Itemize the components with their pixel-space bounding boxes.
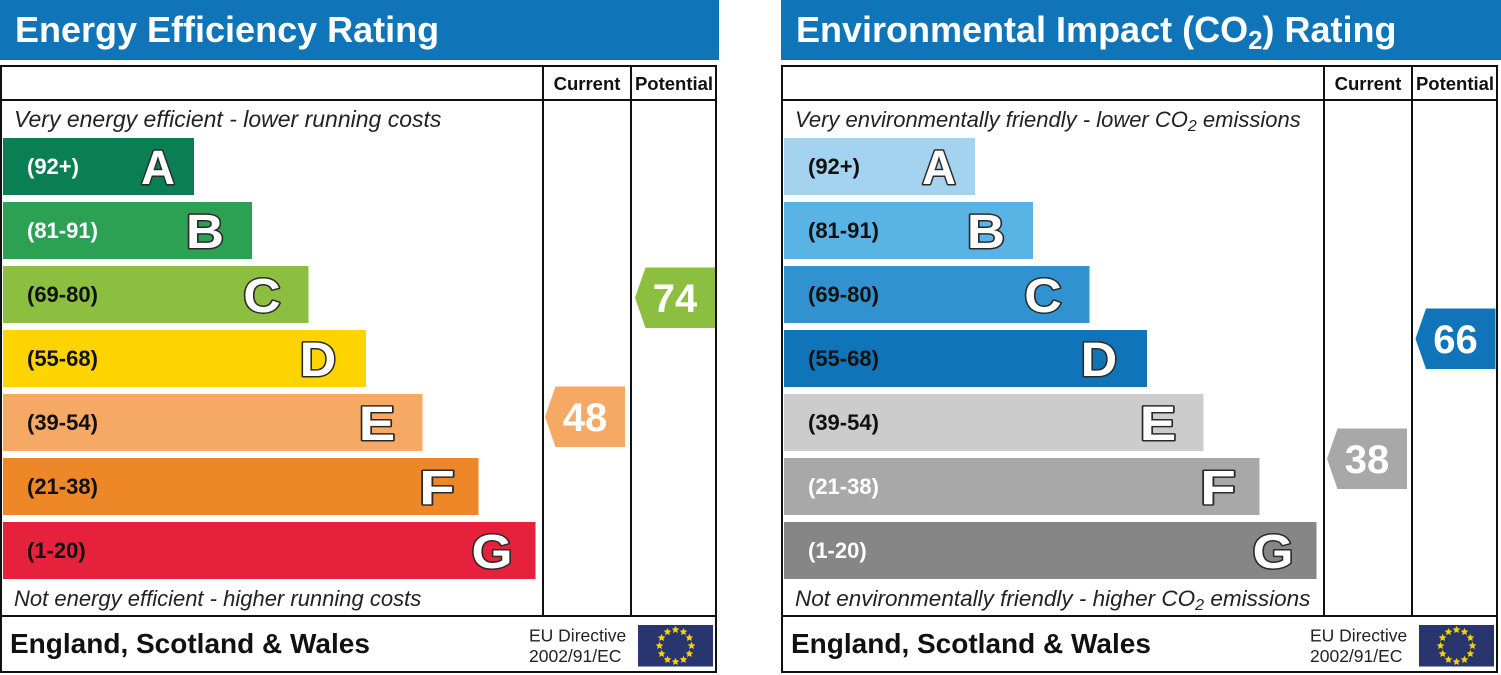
svg-text:(1-20): (1-20) [808,538,867,563]
svg-text:2002/91/EC: 2002/91/EC [1310,646,1402,666]
svg-text:B: B [186,204,224,258]
svg-text:C: C [243,269,280,323]
svg-text:(92+): (92+) [808,154,860,179]
svg-text:74: 74 [653,277,698,321]
svg-text:EU Directive: EU Directive [1310,626,1407,646]
svg-text:(81-91): (81-91) [27,218,98,243]
svg-text:(21-38): (21-38) [808,474,879,499]
svg-text:Not environmentally friendly -: Not environmentally friendly - higher CO… [795,586,1310,614]
svg-text:D: D [300,333,336,387]
svg-text:Current: Current [1335,73,1402,94]
svg-text:(39-54): (39-54) [27,410,98,435]
svg-text:E: E [359,396,395,450]
svg-text:Potential: Potential [635,73,713,94]
svg-text:Very energy efficient - lower: Very energy efficient - lower running co… [14,106,442,132]
svg-text:Very environmentally friendly: Very environmentally friendly - lower CO… [795,107,1301,135]
svg-text:48: 48 [563,396,608,440]
svg-text:F: F [1200,462,1236,515]
svg-text:(69-80): (69-80) [808,282,879,307]
svg-text:(55-68): (55-68) [808,346,879,371]
svg-text:A: A [922,142,956,196]
svg-text:(1-20): (1-20) [27,538,86,563]
svg-text:2002/91/EC: 2002/91/EC [529,646,621,666]
svg-text:E: E [1140,396,1176,450]
svg-text:(81-91): (81-91) [808,218,879,243]
svg-text:EU Directive: EU Directive [529,626,626,646]
svg-text:(39-54): (39-54) [808,410,879,435]
svg-text:(21-38): (21-38) [27,474,98,499]
svg-text:C: C [1024,269,1061,323]
svg-text:G: G [471,524,512,578]
svg-text:England, Scotland & Wales: England, Scotland & Wales [10,628,370,659]
svg-text:Not energy efficient - higher: Not energy efficient - higher running co… [14,586,421,611]
svg-text:A: A [141,142,175,196]
svg-text:Energy Efficiency Rating: Energy Efficiency Rating [15,9,439,50]
svg-text:38: 38 [1345,438,1390,482]
svg-text:D: D [1081,333,1117,387]
svg-text:66: 66 [1433,318,1478,362]
svg-text:(55-68): (55-68) [27,346,98,371]
svg-text:Potential: Potential [1416,73,1494,94]
svg-text:F: F [419,462,455,515]
svg-text:G: G [1252,524,1293,578]
svg-text:Current: Current [554,73,621,94]
svg-text:(69-80): (69-80) [27,282,98,307]
svg-text:England, Scotland & Wales: England, Scotland & Wales [791,628,1151,659]
svg-text:(92+): (92+) [27,154,79,179]
svg-text:B: B [967,204,1005,258]
svg-text:Environmental Impact (CO2) Rat: Environmental Impact (CO2) Rating [796,9,1397,55]
